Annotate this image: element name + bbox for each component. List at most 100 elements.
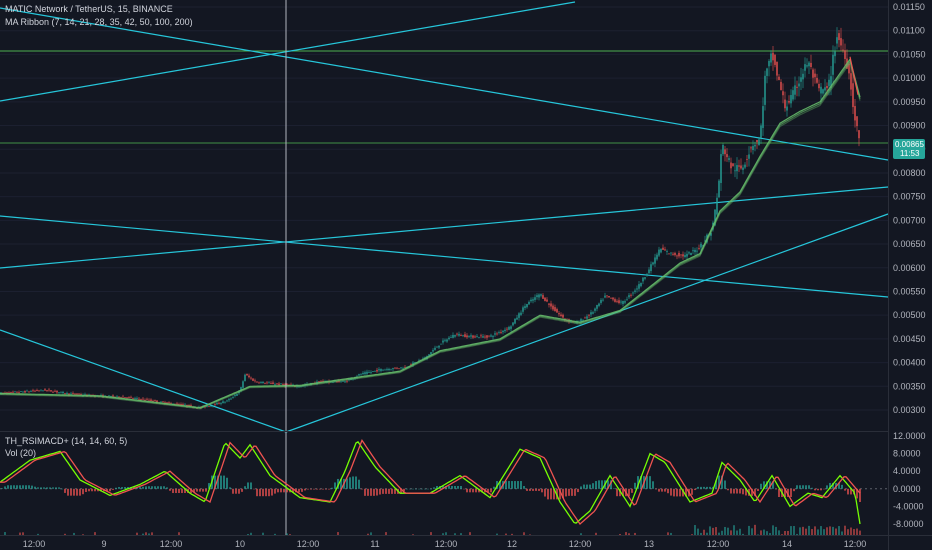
price-tick-label: 0.01150 — [893, 2, 925, 12]
candle-body — [518, 313, 520, 318]
osc-histogram-bar — [727, 488, 729, 491]
volume-bar — [445, 532, 447, 535]
candle-body — [84, 394, 86, 396]
candle-body — [70, 393, 72, 395]
osc-histogram-bar — [316, 488, 318, 490]
osc-histogram-bar — [745, 488, 747, 496]
osc-histogram-bar — [178, 488, 180, 494]
osc-histogram-bar — [529, 488, 531, 491]
osc-histogram-bar — [238, 488, 240, 494]
candle-body — [346, 380, 348, 382]
candle-body — [594, 308, 596, 311]
volume-bar — [721, 530, 723, 535]
osc-histogram-bar — [802, 485, 804, 489]
oscillator-axis[interactable]: 12.0000 8.0000 4.0000 0.0000 -4.0000 -8.0000 — [893, 431, 926, 529]
candle-body — [666, 251, 668, 253]
osc-histogram-bar — [601, 480, 603, 489]
candle-body — [856, 116, 858, 127]
volume-bar — [778, 530, 780, 535]
volume-bar — [811, 529, 813, 535]
osc-histogram-bar — [94, 488, 96, 492]
candle-body — [788, 101, 790, 103]
candle-body — [498, 332, 500, 334]
candle-body — [720, 154, 722, 183]
volume-bar — [730, 530, 732, 535]
osc-histogram-bar — [58, 487, 60, 489]
candle-body — [376, 369, 378, 372]
volume-bar — [142, 533, 144, 535]
volume-bar — [511, 533, 513, 535]
volume-bar — [706, 532, 708, 535]
candle-body — [190, 405, 192, 406]
candle-body — [804, 64, 806, 71]
osc-histogram-bar — [202, 488, 204, 492]
osc-histogram-bar — [619, 488, 621, 497]
ma-ribbon-legend[interactable]: MA Ribbon (7, 14, 21, 28, 35, 42, 50, 10… — [5, 17, 193, 27]
osc-histogram-bar — [703, 486, 705, 489]
candle-body — [232, 397, 234, 398]
osc-histogram-bar — [508, 481, 510, 489]
candle-body — [762, 106, 764, 128]
candle-body — [678, 252, 680, 257]
candle-body — [548, 303, 550, 305]
volume-bar — [454, 533, 456, 535]
candle-body — [710, 232, 712, 236]
candle-body — [540, 294, 542, 296]
candle-body — [476, 336, 478, 338]
volume-bar — [178, 532, 180, 535]
candle-body — [728, 158, 730, 160]
osc-histogram-bar — [766, 481, 768, 489]
candle-body — [170, 403, 172, 404]
volume-bar — [670, 532, 672, 535]
candle-body — [126, 397, 128, 399]
candle-body — [684, 255, 686, 258]
osc-histogram-bar — [532, 488, 534, 491]
candle-body — [162, 401, 164, 403]
volume-legend[interactable]: Vol (20) — [5, 448, 36, 458]
volume-bar — [694, 525, 696, 535]
candle-body — [378, 369, 380, 371]
osc-histogram-bar — [382, 488, 384, 494]
osc-histogram-bar — [313, 488, 315, 490]
osc-histogram-bar — [142, 486, 144, 489]
volume-bar — [250, 532, 252, 535]
ma-ribbon-line — [0, 61, 861, 410]
candle-body — [176, 403, 178, 405]
candle-body — [348, 379, 350, 381]
candle-body — [538, 294, 540, 298]
candle-body — [430, 352, 432, 355]
volume-bar — [697, 528, 699, 535]
indicator-legend[interactable]: TH_RSIMACD+ (14, 14, 60, 5) — [5, 436, 127, 446]
candle-body — [486, 335, 488, 338]
volume-bar — [856, 528, 858, 535]
candle-body — [254, 380, 256, 382]
osc-histogram-bar — [622, 488, 624, 497]
osc-histogram-bar — [337, 478, 339, 489]
trend-line — [0, 7, 889, 161]
candle-body — [148, 399, 150, 401]
candle-body — [454, 334, 456, 337]
candle-body — [180, 404, 182, 406]
osc-histogram-bar — [73, 488, 75, 496]
candle-body — [544, 297, 546, 301]
volume-bar — [859, 530, 861, 535]
time-axis[interactable]: 12:00 9 12:00 10 12:00 11 12:00 12 12:00 13 12:00 1… — [23, 539, 867, 549]
volume-bar — [337, 532, 339, 535]
osc-histogram-bar — [127, 487, 129, 489]
osc-histogram-bar — [322, 488, 324, 490]
volume-bar — [4, 532, 6, 535]
osc-histogram-bar — [412, 488, 414, 490]
osc-histogram-bar — [436, 485, 438, 489]
osc-histogram-bar — [31, 485, 33, 489]
osc-histogram-bar — [259, 488, 261, 497]
candle-body — [832, 54, 834, 75]
candle-body — [168, 402, 170, 404]
candle-body — [648, 269, 650, 274]
symbol-legend[interactable]: MATIC Network / TetherUS, 15, BINANCE — [5, 4, 173, 14]
price-axis[interactable]: 0.01150 0.01100 0.01050 0.01000 0.00950 0.009… — [893, 2, 926, 415]
candle-body — [674, 252, 676, 256]
candle-body — [740, 165, 742, 169]
candle-body — [592, 312, 594, 314]
candle-body — [670, 252, 672, 254]
